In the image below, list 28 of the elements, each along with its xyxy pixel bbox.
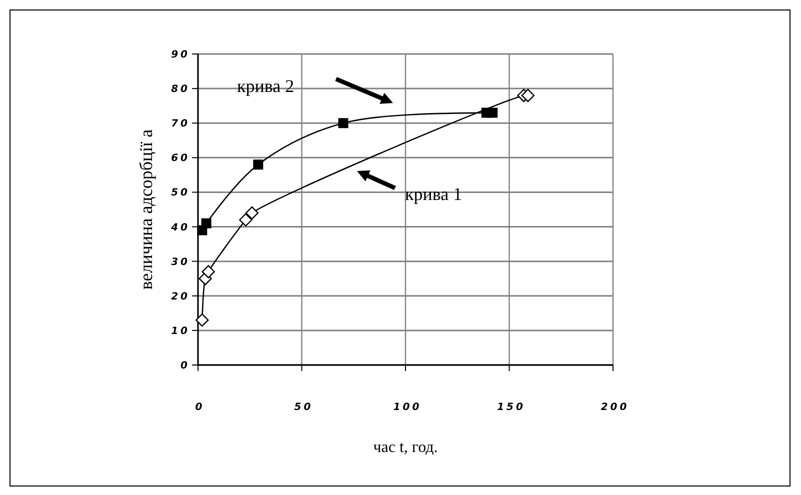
point xyxy=(196,313,209,327)
y-axis-title: величина адсорбції a xyxy=(136,129,156,290)
point xyxy=(488,108,498,118)
x-tick-label: 50 xyxy=(294,402,314,413)
y-tick-label: 60 xyxy=(171,153,190,164)
y-tick-label: 80 xyxy=(171,84,190,96)
y-tick-label: 70 xyxy=(171,118,190,130)
point xyxy=(338,118,348,128)
y-tick-label: 10 xyxy=(171,326,190,337)
y-tick-label: 90 xyxy=(171,50,190,60)
y-tick-label: 50 xyxy=(171,188,190,199)
annotation: крива 1 xyxy=(405,184,462,204)
point xyxy=(521,88,535,102)
x-tick-label: 150 xyxy=(497,402,526,413)
point xyxy=(253,160,264,170)
point xyxy=(202,265,215,278)
x-axis-title: час t, год. xyxy=(373,439,438,456)
point xyxy=(201,218,212,228)
y-tick-label: 30 xyxy=(171,256,190,268)
point xyxy=(245,206,259,220)
x-tick-label: 100 xyxy=(393,402,422,413)
y-tick-label: 20 xyxy=(171,291,190,302)
y-tick-label: 0 xyxy=(180,360,190,372)
x-tick-label: 0 xyxy=(195,402,205,413)
x-tick-label: 200 xyxy=(600,402,630,413)
y-tick-label: 40 xyxy=(170,222,190,234)
annotation: крива 2 xyxy=(237,76,294,96)
point xyxy=(239,213,252,226)
